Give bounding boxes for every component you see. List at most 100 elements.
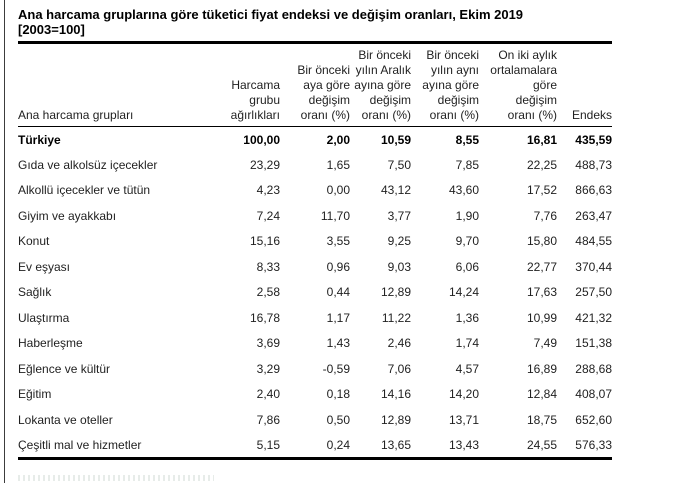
table-row: Lokanta ve oteller 7,86 0,50 12,89 13,71… (18, 407, 612, 433)
cell: 370,44 (575, 259, 612, 274)
page-title-line2: [2003=100] (18, 22, 85, 37)
cell: 0,50 (326, 412, 350, 427)
cell: 7,86 (256, 412, 280, 427)
row-label: Konut (18, 234, 50, 249)
cell: 24,55 (526, 437, 557, 452)
cell: 151,38 (575, 336, 612, 351)
cell: 7,85 (455, 157, 479, 172)
cell: 9,03 (387, 259, 411, 274)
cell: 866,63 (575, 183, 612, 198)
cell: 13,71 (448, 412, 479, 427)
row-label: Çeşitli mal ve hizmetler (18, 437, 142, 452)
cell: 12,84 (526, 387, 557, 402)
row-label: Eğitim (18, 387, 52, 402)
cell: 3,55 (326, 234, 350, 249)
cut-off-footnote-text (18, 475, 214, 481)
cell: -0,59 (322, 361, 350, 376)
cell: 16,81 (526, 132, 557, 147)
row-label: Sağlık (18, 285, 52, 300)
cell: 100,00 (243, 132, 280, 147)
cell: 7,24 (256, 208, 280, 223)
cell: 408,07 (575, 387, 612, 402)
column-header-since-december: Bir önceki yılın Aralık ayına göre değiş… (350, 42, 411, 127)
cell: 11,22 (381, 310, 411, 325)
cell: 15,80 (526, 234, 557, 249)
cell: 7,76 (533, 208, 557, 223)
column-header-weights: Harcama grubu ağırlıkları (200, 42, 280, 127)
cell: 10,59 (380, 132, 411, 147)
cell: 9,70 (455, 234, 479, 249)
cpi-table: Ana harcama grupları Harcama grubu ağırl… (18, 41, 612, 460)
column-header-index: Endeks (557, 42, 612, 127)
cell: 1,36 (455, 310, 479, 325)
cell: 7,49 (533, 336, 557, 351)
cell: 1,90 (455, 208, 479, 223)
column-header-groups: Ana harcama grupları (18, 42, 200, 127)
table-row: Ev eşyası 8,33 0,96 9,03 6,06 22,77 370,… (18, 254, 612, 280)
cell: 7,06 (387, 361, 411, 376)
cell: 23,29 (249, 157, 280, 172)
cell: 9,25 (387, 234, 411, 249)
cell: 652,60 (575, 412, 612, 427)
cell: 257,50 (575, 285, 612, 300)
cell: 22,25 (526, 157, 557, 172)
table-row: Konut 15,16 3,55 9,25 9,70 15,80 484,55 (18, 229, 612, 255)
page-title-line1: Ana harcama gruplarına göre tüketici fiy… (18, 7, 524, 22)
table-row: Eğlence ve kültür 3,29 -0,59 7,06 4,57 1… (18, 356, 612, 382)
cell: 43,12 (380, 183, 411, 198)
cell: 0,00 (326, 183, 350, 198)
cell: 576,33 (575, 437, 612, 452)
cell: 1,65 (326, 157, 350, 172)
cell: 14,20 (448, 387, 479, 402)
row-label: Türkiye (18, 132, 61, 147)
cell: 12,89 (380, 285, 411, 300)
table-row: Gıda ve alkolsüz içecekler 23,29 1,65 7,… (18, 152, 612, 178)
cell: 488,73 (575, 157, 612, 172)
cell: 421,32 (575, 310, 612, 325)
cell: 13,43 (448, 437, 479, 452)
cell: 2,40 (256, 387, 280, 402)
report-page: Ana harcama gruplarına göre tüketici fiy… (18, 7, 612, 460)
row-label: Gıda ve alkolsüz içecekler (18, 157, 158, 172)
row-label: Haberleşme (18, 336, 83, 351)
cell: 3,77 (387, 208, 411, 223)
cell: 8,33 (256, 259, 280, 274)
cell: 14,24 (448, 285, 479, 300)
page-title: Ana harcama gruplarına göre tüketici fiy… (18, 7, 612, 37)
row-label: Lokanta ve oteller (18, 412, 113, 427)
cell: 0,96 (326, 259, 350, 274)
cell: 0,18 (326, 387, 350, 402)
table-row-turkiye: Türkiye 100,00 2,00 10,59 8,55 16,81 435… (18, 127, 612, 153)
cell: 0,24 (326, 437, 350, 452)
table-row: Sağlık 2,58 0,44 12,89 14,24 17,63 257,5… (18, 280, 612, 306)
cell: 3,69 (256, 336, 280, 351)
cell: 7,50 (387, 157, 411, 172)
cell: 22,77 (526, 259, 557, 274)
cell: 435,59 (575, 132, 612, 147)
cell: 10,99 (526, 310, 557, 325)
table-row: Haberleşme 3,69 1,43 2,46 1,74 7,49 151,… (18, 331, 612, 357)
row-label: Alkollü içecekler ve tütün (18, 183, 151, 198)
cell: 4,23 (256, 183, 280, 198)
column-header-12month-average: On iki aylık ortalamalara göre değişim o… (479, 42, 557, 127)
column-header-monthly-change: Bir önceki aya göre değişim oranı (%) (280, 42, 350, 127)
cell: 13,65 (380, 437, 411, 452)
cell: 2,46 (387, 336, 411, 351)
cell: 263,47 (575, 208, 612, 223)
cell: 6,06 (455, 259, 479, 274)
table-row: Eğitim 2,40 0,18 14,16 14,20 12,84 408,0… (18, 382, 612, 408)
row-label: Giyim ve ayakkabı (18, 208, 117, 223)
cell: 14,16 (380, 387, 411, 402)
table-row: Alkollü içecekler ve tütün 4,23 0,00 43,… (18, 178, 612, 204)
cell: 43,60 (448, 183, 479, 198)
cell: 1,17 (326, 310, 350, 325)
table-row: Giyim ve ayakkabı 7,24 11,70 3,77 1,90 7… (18, 203, 612, 229)
cell: 4,57 (455, 361, 479, 376)
cell: 11,70 (320, 208, 350, 223)
cpi-table-header: Ana harcama grupları Harcama grubu ağırl… (18, 42, 612, 127)
cell: 484,55 (575, 234, 612, 249)
cell: 15,16 (249, 234, 280, 249)
cell: 288,68 (575, 361, 612, 376)
table-row: Ulaştırma 16,78 1,17 11,22 1,36 10,99 42… (18, 305, 612, 331)
cell: 1,43 (326, 336, 350, 351)
